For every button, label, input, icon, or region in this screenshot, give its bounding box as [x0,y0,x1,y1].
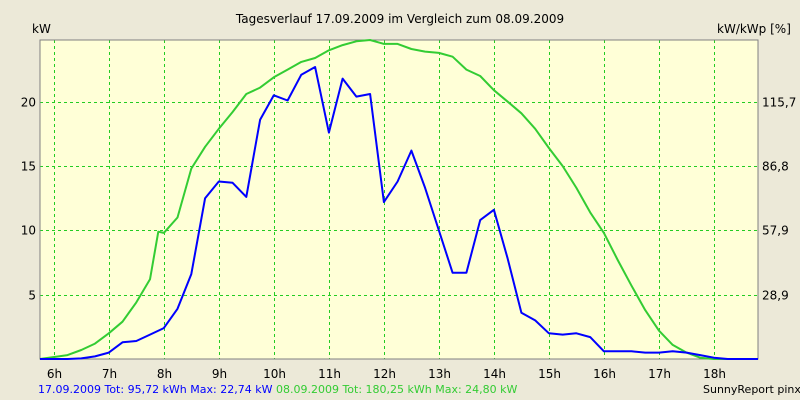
x-tick-label-7: 13h [428,367,451,381]
y-right-tick-label-3: 115,7 [762,96,796,110]
y-axis-right-label: kW/kWp [%] [717,22,791,36]
y-right-tick-label-2: 86,8 [762,160,789,174]
x-tick-label-11: 17h [648,367,671,381]
x-tick-label-6: 12h [373,367,396,381]
y-left-tick-label-1: 10 [21,224,36,238]
x-tick-label-3: 9h [212,367,227,381]
x-tick-label-12: 18h [703,367,726,381]
y-left-tick-label-0: 5 [28,289,36,303]
series-lines [39,39,758,360]
legend-series-1: 17.09.2009 Tot: 95,72 kWh Max: 22,74 kW [38,383,273,396]
x-tick-label-4: 10h [263,367,286,381]
y-left-tick-label-2: 15 [21,160,36,174]
x-tick-label-0: 6h [47,367,62,381]
x-tick-label-5: 11h [318,367,341,381]
series-line-1 [40,66,758,360]
tick-labels: 6h 7h 8h 9h 10h 11h 12h 13h 14h 15h 16h 17h 18h 5 28,9… [21,96,797,382]
chart-title: Tagesverlauf 17.09.2009 im Vergleich zum… [235,12,565,26]
x-tick-label-9: 15h [538,367,561,381]
credit-label: SunnyReport pinxit [703,383,800,396]
plot-frame [39,39,759,360]
grid-lines [40,40,758,359]
x-tick-label-10: 16h [593,367,616,381]
y-right-tick-label-1: 57,9 [762,224,789,238]
y-right-tick-label-0: 28,9 [762,289,789,303]
plot-area [40,40,758,359]
x-tick-label-1: 7h [102,367,117,381]
legend: 17.09.2009 Tot: 95,72 kWh Max: 22,74 kW … [38,383,517,397]
y-axis-left-label: kW [32,22,51,36]
x-tick-label-2: 8h [157,367,172,381]
x-tick-label-8: 14h [483,367,506,381]
y-left-tick-label-3: 20 [21,96,36,110]
series-line-2 [39,39,758,360]
legend-series-2: 08.09.2009 Tot: 180,25 kWh Max: 24,80 kW [275,383,518,396]
